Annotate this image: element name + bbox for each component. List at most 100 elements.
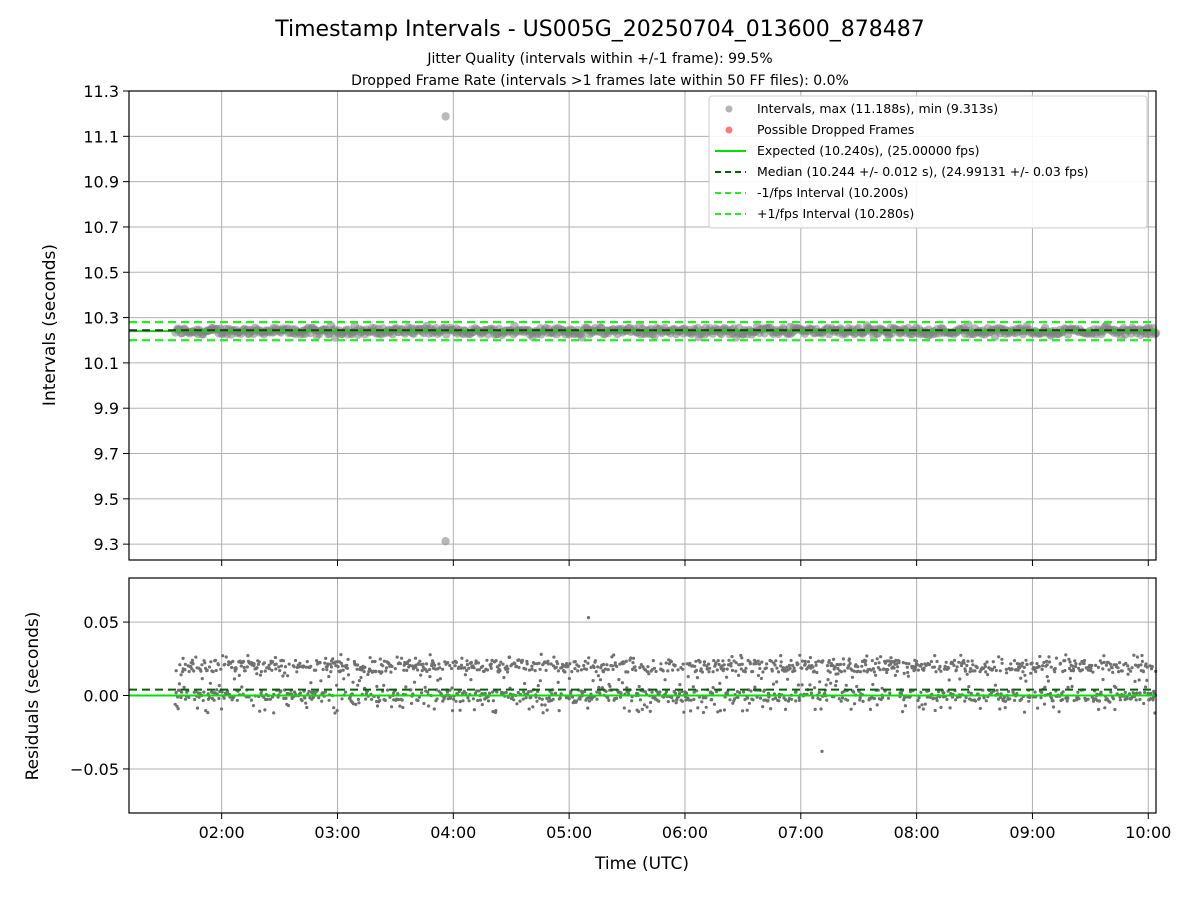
residual-point <box>469 660 473 665</box>
residual-point <box>419 673 423 677</box>
residual-point <box>1112 663 1116 667</box>
residual-point <box>839 699 843 703</box>
residual-point <box>916 668 921 672</box>
residual-point <box>258 709 262 713</box>
residual-point <box>800 666 804 670</box>
residual-point <box>814 660 818 664</box>
residual-point <box>684 691 689 695</box>
residual-point <box>222 696 226 700</box>
residual-point <box>881 696 885 700</box>
residual-point <box>1107 668 1111 672</box>
residual-point <box>945 697 949 702</box>
residual-point <box>375 704 380 708</box>
residual-point <box>298 691 302 695</box>
intervals-y-tick-label: 10.7 <box>83 218 119 237</box>
residual-point <box>427 704 431 708</box>
intervals-y-tick-label: 10.3 <box>83 309 119 328</box>
residual-point <box>738 691 742 695</box>
residual-point <box>711 686 715 690</box>
residual-point <box>445 690 450 694</box>
residual-point <box>181 656 185 661</box>
residual-point <box>875 703 879 707</box>
residual-point <box>328 662 332 666</box>
residual-point <box>309 664 313 669</box>
residual-point <box>546 659 550 663</box>
residual-point <box>551 664 556 668</box>
residual-point <box>1023 673 1027 677</box>
residual-point <box>1017 662 1022 666</box>
residual-point <box>295 670 299 674</box>
residual-point <box>438 666 442 670</box>
x-axis-label: Time (UTC) <box>594 854 689 874</box>
residual-point <box>734 669 738 673</box>
residual-point <box>704 705 708 709</box>
residual-point <box>1002 695 1007 700</box>
residual-point <box>278 669 282 673</box>
residual-point <box>827 659 831 663</box>
residual-point <box>416 698 420 703</box>
legend-expected-label: Expected (10.240s), (25.00000 fps) <box>757 143 979 158</box>
residual-point <box>1082 661 1086 666</box>
residual-point <box>1134 663 1138 667</box>
residual-point <box>916 698 920 703</box>
residual-point <box>303 696 307 700</box>
legend-intervals-label: Intervals, max (11.188s), min (9.313s) <box>757 101 998 116</box>
residual-point <box>574 699 579 703</box>
residual-point <box>538 679 542 683</box>
residual-point <box>573 660 577 664</box>
residual-point <box>327 674 331 679</box>
x-tick-label: 08:00 <box>894 823 940 842</box>
intervals-y-tick-label: 9.7 <box>94 445 119 464</box>
residual-point <box>265 697 269 702</box>
residual-point <box>615 664 619 669</box>
residual-point <box>608 684 612 689</box>
residual-point <box>725 675 729 679</box>
residual-point <box>673 691 678 695</box>
residual-point <box>183 662 187 667</box>
residual-point <box>366 672 370 677</box>
residual-point <box>965 663 969 668</box>
residual-point <box>477 668 481 672</box>
residual-point <box>1108 700 1112 704</box>
residual-point <box>790 697 794 701</box>
residual-point <box>356 683 360 687</box>
residual-point <box>1114 686 1118 690</box>
residual-point <box>877 661 881 665</box>
residual-point <box>522 690 526 694</box>
residual-point <box>840 696 845 700</box>
residual-point <box>411 667 416 671</box>
residual-point <box>1011 690 1015 694</box>
residual-point <box>465 668 469 673</box>
residual-point <box>1137 678 1141 682</box>
residual-point <box>1013 698 1017 703</box>
residual-point <box>858 696 862 700</box>
residual-point <box>540 697 544 701</box>
residual-point <box>189 664 193 669</box>
residual-point <box>730 655 734 659</box>
residual-point <box>1024 679 1028 683</box>
residual-point <box>476 661 480 665</box>
residual-point <box>601 662 606 667</box>
residual-point <box>1118 661 1122 665</box>
residual-point <box>396 692 400 696</box>
residual-point <box>1063 668 1067 673</box>
residual-point <box>762 688 767 692</box>
residual-point <box>848 661 852 666</box>
residual-point <box>785 665 789 669</box>
residual-point <box>707 662 711 666</box>
residual-point <box>664 661 668 665</box>
residual-point <box>862 669 866 673</box>
chart-title: Timestamp Intervals - US005G_20250704_01… <box>274 17 924 42</box>
residual-point <box>459 666 463 670</box>
residuals-points <box>173 616 1158 753</box>
residual-point <box>617 678 621 682</box>
residual-point <box>640 707 644 712</box>
residual-point <box>776 670 781 674</box>
residual-point <box>554 665 558 669</box>
residual-point <box>625 686 629 690</box>
residual-point <box>1066 685 1070 689</box>
residual-point <box>968 670 972 674</box>
residual-point <box>202 690 206 694</box>
residual-point <box>611 667 615 672</box>
residual-point <box>578 697 582 701</box>
